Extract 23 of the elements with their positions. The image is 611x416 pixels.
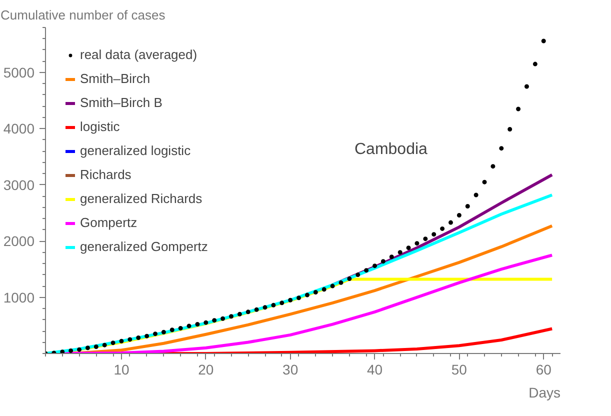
- annotation: Cambodia: [354, 140, 428, 158]
- legend-label: generalized Gompertz: [80, 239, 208, 254]
- legend-label: real data (averaged): [80, 47, 198, 62]
- x-tick-label: 10: [114, 362, 130, 378]
- x-tick-label: 40: [366, 362, 383, 378]
- legend-label: Smith–Birch: [80, 71, 150, 86]
- x-tick-label: 20: [198, 362, 214, 378]
- legend-label: Richards: [80, 167, 132, 182]
- y-tick-label: 3000: [3, 176, 35, 193]
- y-tick-label: 1000: [3, 289, 35, 306]
- legend-label: Smith–Birch B: [80, 95, 162, 110]
- legend-label: logistic: [80, 119, 120, 134]
- y-tick-label: 5000: [3, 64, 35, 80]
- x-tick-label: 50: [451, 362, 468, 378]
- x-tick-label: 30: [282, 362, 298, 378]
- y-axis-title: Cumulative number of cases: [0, 8, 166, 22]
- legend-label: Gompertz: [80, 215, 138, 230]
- y-tick-label: 4000: [3, 120, 35, 137]
- x-tick-label: 60: [536, 362, 552, 378]
- y-tick-label: 2000: [3, 233, 35, 250]
- x-axis-title: Days: [528, 384, 561, 400]
- legend-label: generalized Richards: [80, 191, 202, 206]
- legend-label: generalized logistic: [80, 143, 191, 158]
